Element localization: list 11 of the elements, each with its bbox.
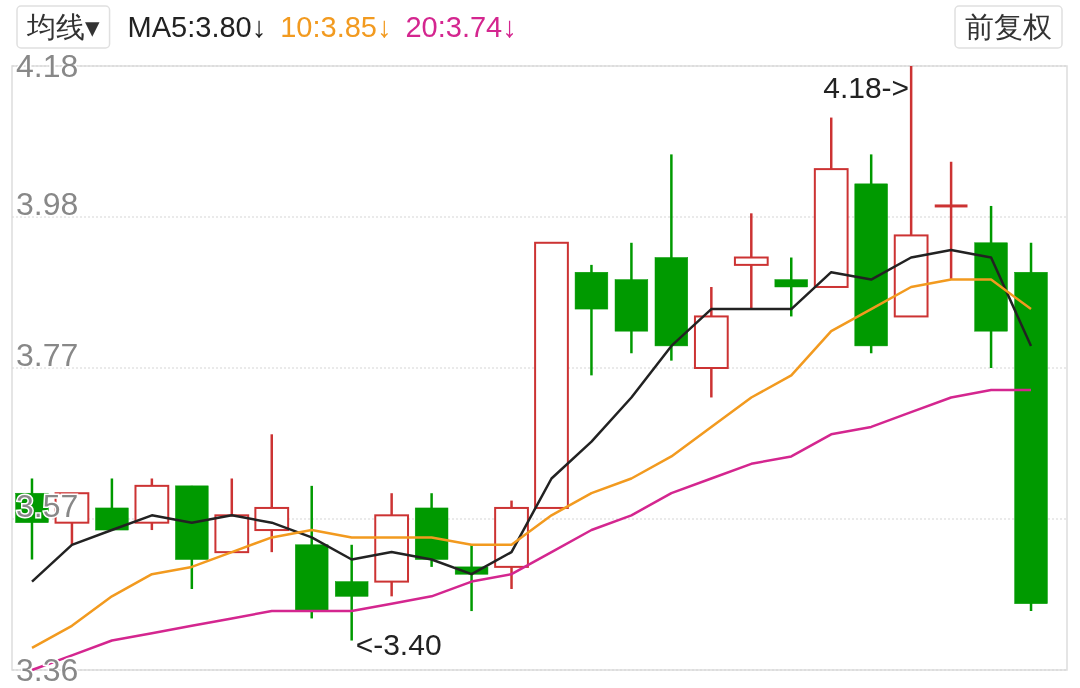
annotation: 4.18-> [823,71,910,104]
text: 20:3.74↓ [405,11,517,43]
text: 均线▾ [26,11,100,43]
text: MA5:3.80↓ [127,11,267,43]
y-tick-label: 3.77 [16,337,79,373]
text: 10:3.85↓ [280,11,392,43]
annotation: <-3.40 [355,627,442,661]
text: 前复权 [965,11,1052,43]
y-tick-label: 3.36 [16,652,79,688]
y-tick-label: 3.98 [16,186,79,222]
y-tick-label: 4.18 [16,48,79,84]
